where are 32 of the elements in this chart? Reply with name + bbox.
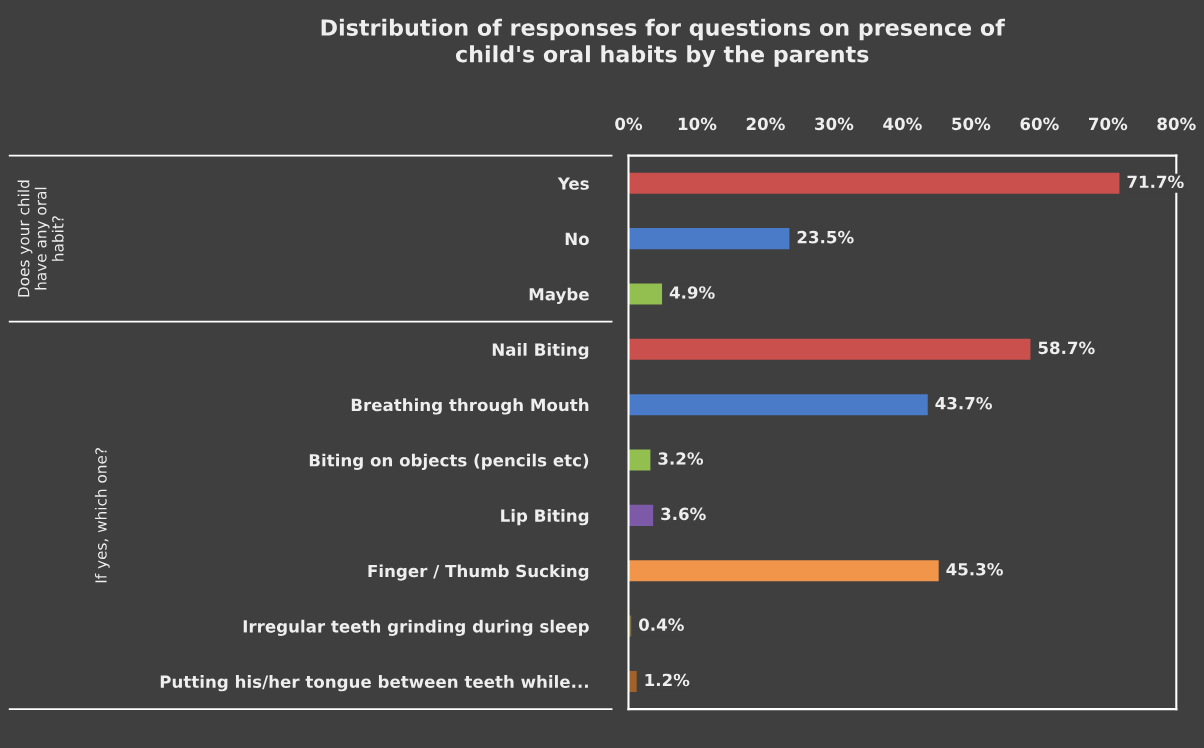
text: Does your child have any oral habit? — [17, 180, 64, 297]
x-tick-label: 40% — [883, 117, 922, 131]
y-tick-label: Finger / Thumb Sucking — [368, 564, 589, 581]
y-tick-label: Nail Biting — [492, 342, 589, 360]
y-tick-label: Irregular teeth grinding during sleep — [243, 619, 589, 636]
x-tick-label: 60% — [1020, 117, 1059, 131]
y-tick-label: Putting his/her tongue between teeth while... — [160, 675, 588, 692]
data-label: 23.5% — [797, 230, 854, 244]
y-tick-label: Breathing through Mouth — [351, 398, 589, 415]
y-tick-label: Yes — [557, 177, 589, 190]
text: If yes, which one? — [94, 448, 110, 583]
y-tick-label: Lip Biting — [501, 509, 589, 526]
data-label: 3.6% — [661, 507, 706, 521]
x-tick-label: 70% — [1089, 117, 1128, 131]
data-label: 0.4% — [638, 618, 684, 631]
x-tick-label: 10% — [678, 117, 717, 131]
y-tick-label: Biting on objects (pencils etc) — [309, 453, 589, 470]
x-tick-label: 20% — [746, 117, 785, 131]
data-label: 4.9% — [669, 286, 715, 299]
data-label: 71.7% — [1127, 175, 1184, 189]
data-label: 43.7% — [935, 396, 992, 410]
data-label: 3.2% — [658, 452, 704, 465]
y-tick-label: Maybe — [529, 287, 589, 304]
x-tick-label: 0% — [615, 117, 643, 131]
chart-title: Distribution of responses for questions on presence of child's oral habits by the parents — [321, 18, 1006, 67]
x-tick-label: 30% — [815, 117, 854, 131]
x-tick-label: 50% — [952, 117, 991, 131]
y-tick-label: No — [565, 232, 589, 246]
data-label: 45.3% — [946, 562, 1003, 576]
x-tick-label: 80% — [1157, 117, 1196, 131]
data-label: 1.2% — [645, 673, 690, 687]
data-label: 58.7% — [1038, 341, 1095, 355]
